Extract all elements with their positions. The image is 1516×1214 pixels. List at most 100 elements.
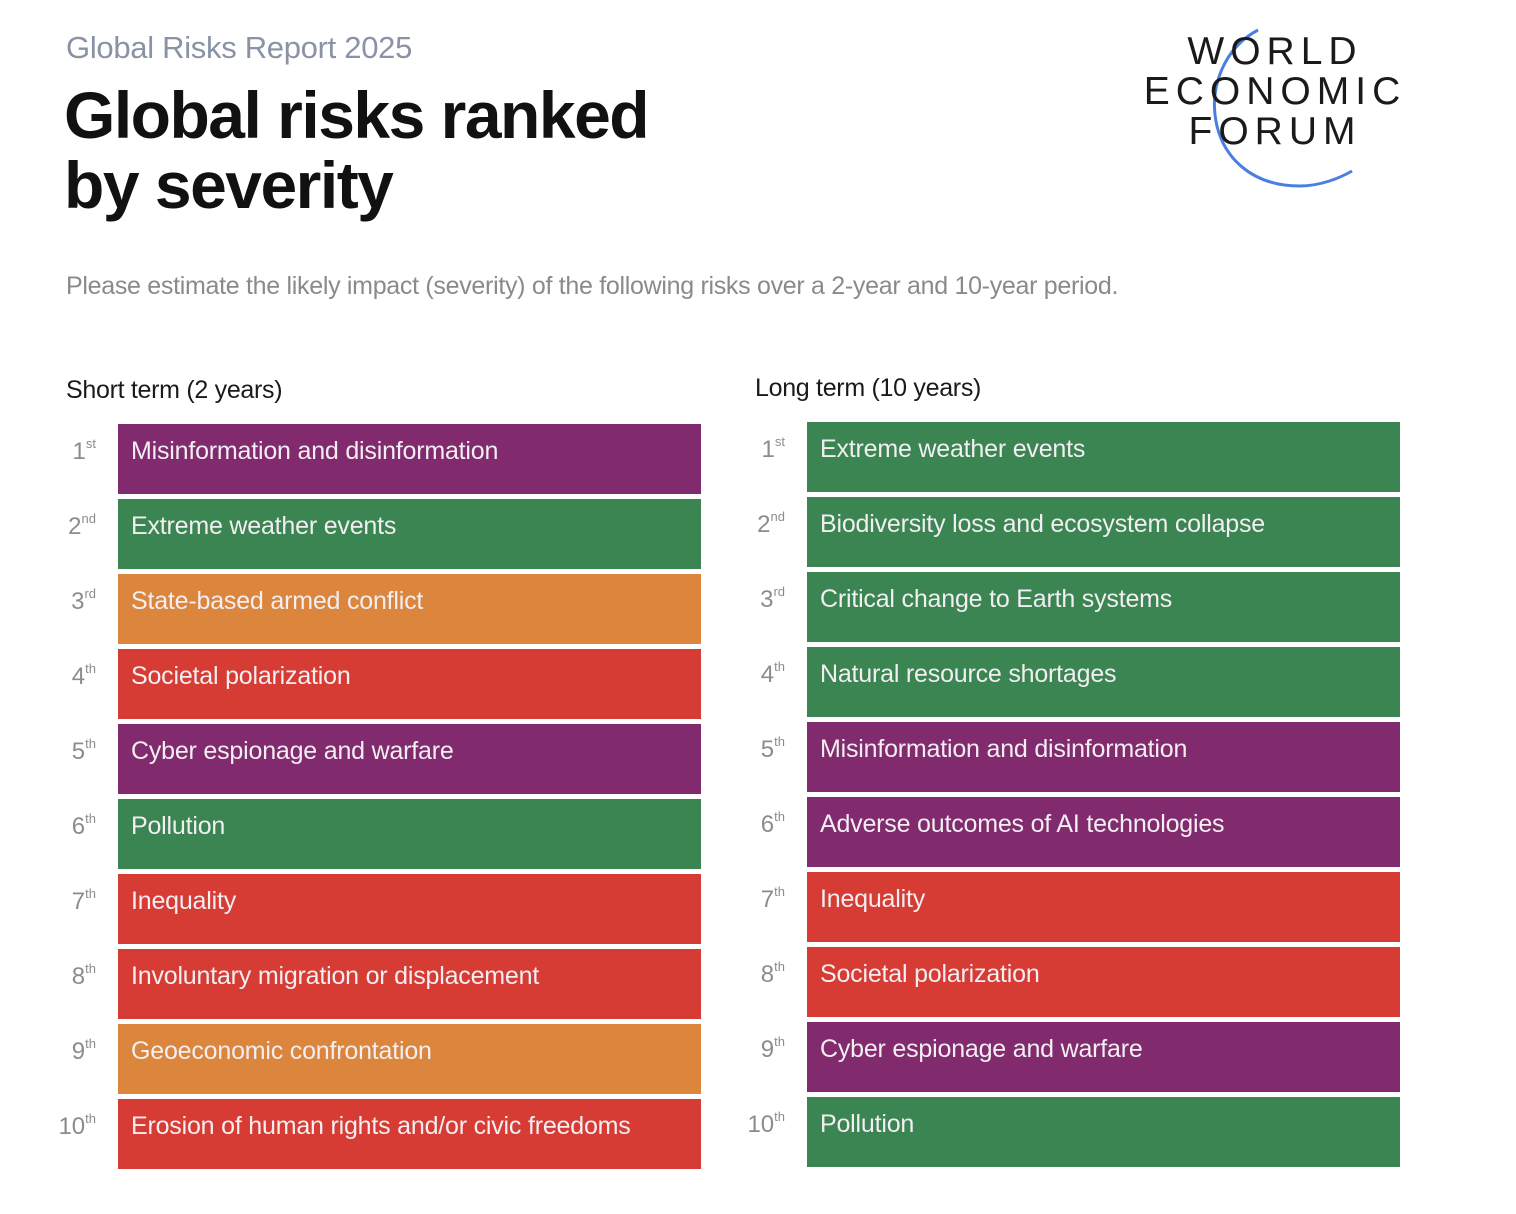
rank-label: 6th — [46, 811, 96, 841]
risk-bar: Societal polarization — [118, 649, 701, 719]
rank-suffix: th — [85, 961, 96, 976]
risk-bar: Cyber espionage and warfare — [807, 1022, 1400, 1092]
risk-label: Erosion of human rights and/or civic fre… — [131, 1112, 631, 1140]
risk-bar: Misinformation and disinformation — [118, 424, 701, 494]
wef-logo: WORLD ECONOMIC FORUM — [1130, 26, 1420, 196]
page-title: Global risks ranked by severity — [64, 80, 650, 222]
rank-label: 2nd — [735, 509, 785, 539]
rank-suffix: th — [85, 1111, 96, 1126]
rank-suffix: th — [774, 659, 785, 674]
long-term-heading: Long term (10 years) — [755, 374, 982, 402]
risk-label: Extreme weather events — [131, 512, 397, 540]
risk-label: Extreme weather events — [820, 435, 1086, 463]
risk-bar: Cyber espionage and warfare — [118, 724, 701, 794]
risk-label: Natural resource shortages — [820, 660, 1117, 688]
logo-line-forum: FORUM — [1188, 110, 1362, 153]
rank-suffix: th — [85, 1036, 96, 1051]
risk-bar: Extreme weather events — [807, 422, 1400, 492]
rank-label: 4th — [735, 659, 785, 689]
rank-number: 2 — [757, 511, 771, 538]
risk-bar: Critical change to Earth systems — [807, 572, 1400, 642]
short-term-heading: Short term (2 years) — [66, 376, 283, 404]
rank-number: 1 — [761, 436, 775, 463]
rank-number: 6 — [760, 811, 775, 838]
risk-bar: State-based armed conflict — [118, 574, 701, 644]
rank-suffix: rd — [84, 586, 96, 601]
rank-number: 7 — [71, 888, 86, 915]
rank-suffix: nd — [770, 509, 785, 524]
rank-label: 8th — [735, 959, 785, 989]
rank-label: 2nd — [46, 511, 96, 541]
rank-number: 5 — [760, 736, 775, 763]
rank-suffix: nd — [81, 511, 96, 526]
risk-bar: Pollution — [118, 799, 701, 869]
risk-label: Societal polarization — [131, 662, 351, 690]
risk-label: Misinformation and disinformation — [131, 437, 499, 465]
rank-number: 9 — [760, 1036, 775, 1063]
rank-suffix: th — [85, 811, 96, 826]
risk-bar: Geoeconomic confrontation — [118, 1024, 701, 1094]
rank-label: 3rd — [735, 584, 785, 614]
rank-number: 4 — [71, 663, 86, 690]
rank-suffix: th — [85, 661, 96, 676]
rank-number: 9 — [71, 1038, 86, 1065]
subtitle: Please estimate the likely impact (sever… — [66, 272, 1119, 300]
rank-number: 7 — [760, 886, 775, 913]
rank-suffix: th — [85, 736, 96, 751]
rank-suffix: st — [85, 436, 96, 451]
risk-bar: Involuntary migration or displacement — [118, 949, 701, 1019]
risk-bar: Adverse outcomes of AI technologies — [807, 797, 1400, 867]
rank-suffix: th — [774, 1034, 785, 1049]
risk-bar: Natural resource shortages — [807, 647, 1400, 717]
risk-label: Inequality — [131, 887, 237, 915]
rank-number: 5 — [71, 738, 86, 765]
rank-label: 6th — [735, 809, 785, 839]
rank-suffix: th — [774, 959, 785, 974]
rank-label: 10th — [46, 1111, 96, 1141]
rank-label: 4th — [46, 661, 96, 691]
rank-label: 9th — [735, 1034, 785, 1064]
logo-arc-icon — [1213, 28, 1353, 188]
risk-label: Biodiversity loss and ecosystem collapse — [820, 510, 1265, 538]
rank-label: 1st — [46, 436, 96, 466]
rank-suffix: th — [774, 809, 785, 824]
rank-label: 1st — [735, 434, 785, 464]
logo-line-world: WORLD — [1187, 30, 1363, 73]
rank-suffix: th — [774, 734, 785, 749]
risk-bar: Biodiversity loss and ecosystem collapse — [807, 497, 1400, 567]
risk-label: Involuntary migration or displacement — [131, 962, 540, 990]
rank-number: 1 — [72, 438, 86, 465]
risk-bar: Inequality — [118, 874, 701, 944]
risk-label: Misinformation and disinformation — [820, 735, 1188, 763]
rank-number: 6 — [71, 813, 86, 840]
rank-number: 3 — [71, 588, 85, 615]
rank-number: 4 — [760, 661, 775, 688]
rank-label: 9th — [46, 1036, 96, 1066]
risk-bar: Extreme weather events — [118, 499, 701, 569]
rank-label: 7th — [735, 884, 785, 914]
risk-label: Pollution — [820, 1110, 915, 1138]
rank-label: 5th — [735, 734, 785, 764]
risk-bar: Societal polarization — [807, 947, 1400, 1017]
rank-suffix: th — [774, 1109, 785, 1124]
risk-label: Societal polarization — [820, 960, 1040, 988]
rank-number: 10 — [58, 1113, 86, 1140]
rank-label: 8th — [46, 961, 96, 991]
rank-suffix: th — [774, 884, 785, 899]
risk-label: State-based armed conflict — [131, 587, 424, 615]
report-name: Global Risks Report 2025 — [66, 30, 413, 65]
rank-label: 10th — [735, 1109, 785, 1139]
risk-bar: Inequality — [807, 872, 1400, 942]
risk-label: Critical change to Earth systems — [820, 585, 1173, 613]
risk-bar: Erosion of human rights and/or civic fre… — [118, 1099, 701, 1169]
rank-suffix: th — [85, 886, 96, 901]
title-line-2: by severity — [64, 148, 394, 222]
risk-bar: Misinformation and disinformation — [807, 722, 1400, 792]
rank-label: 3rd — [46, 586, 96, 616]
rank-number: 8 — [71, 963, 86, 990]
rank-suffix: rd — [773, 584, 785, 599]
risk-label: Adverse outcomes of AI technologies — [820, 810, 1225, 838]
risk-bar: Pollution — [807, 1097, 1400, 1167]
rank-label: 7th — [46, 886, 96, 916]
risk-label: Pollution — [131, 812, 226, 840]
